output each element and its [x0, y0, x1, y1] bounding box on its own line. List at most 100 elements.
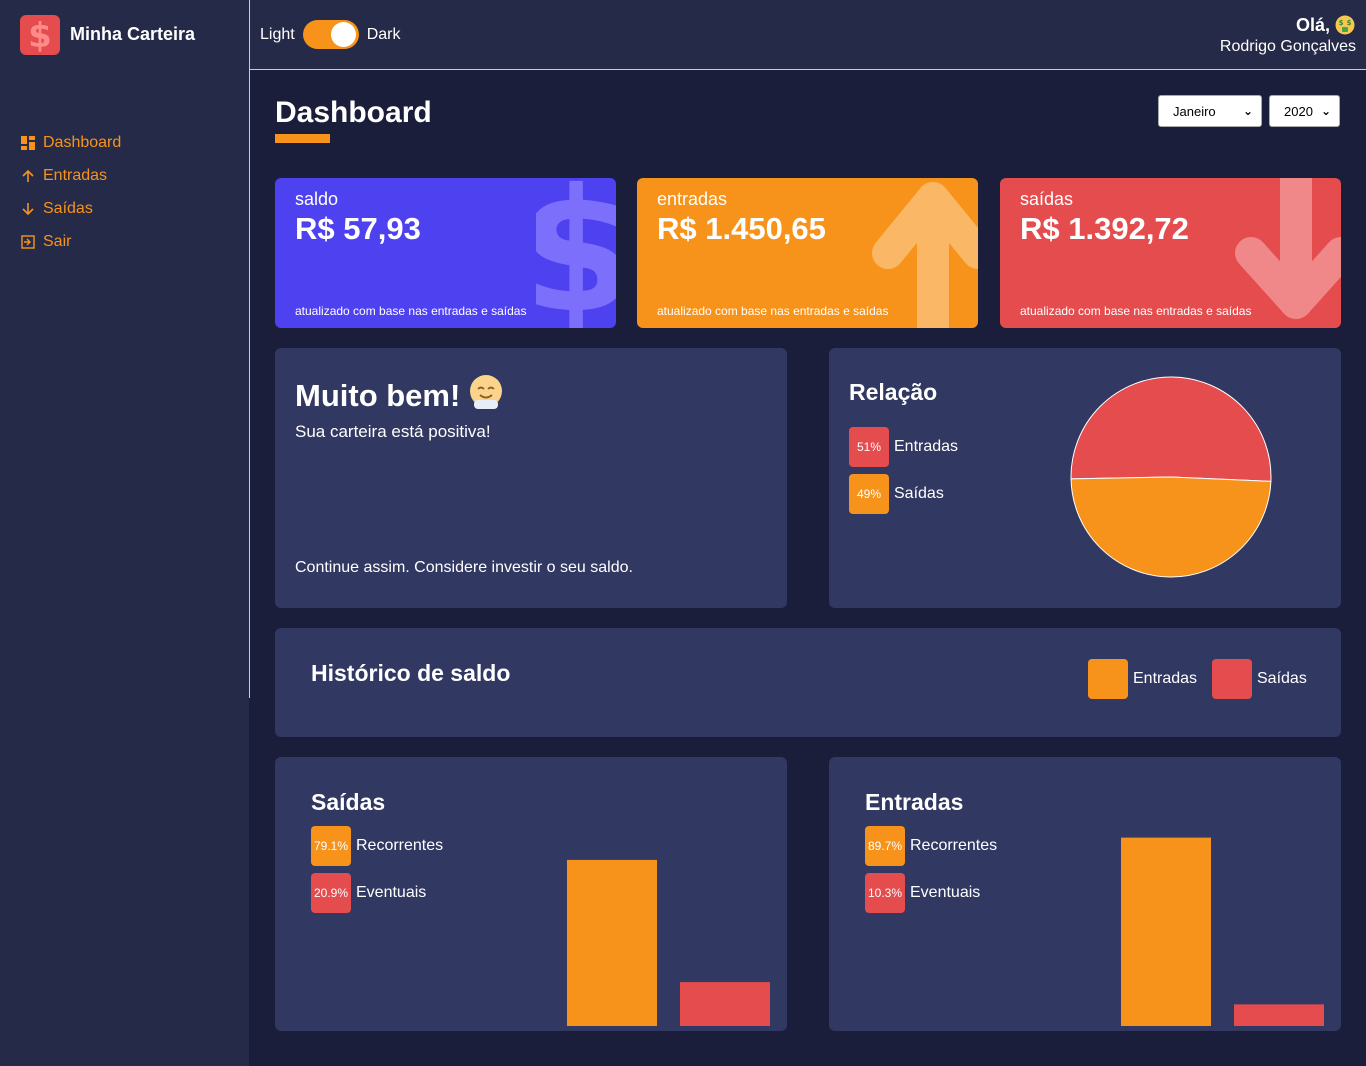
arrow-up-icon — [20, 168, 36, 184]
legend-label: Recorrentes — [356, 837, 444, 854]
relation-box: Relação 51% Entradas 49% Saídas — [829, 348, 1341, 608]
toggle-light-label: Light — [260, 25, 295, 43]
message-title: Muito bem! — [295, 378, 461, 413]
legend-percent: 20.9% — [311, 873, 351, 913]
relation-pie-chart — [1070, 376, 1272, 578]
svg-text:$: $ — [28, 18, 52, 52]
sidebar: $ Minha Carteira Dashboard Entradas Saíd… — [0, 0, 249, 1066]
legend-percent: 89.7% — [865, 826, 905, 866]
saidas-bar-title: Saídas — [311, 789, 386, 815]
month-select-value: Janeiro — [1173, 103, 1216, 119]
legend-label: Saídas — [894, 485, 944, 502]
toggle-knob — [330, 22, 356, 47]
legend-item: 49% Saídas — [849, 474, 944, 514]
page-title: Dashboard — [275, 96, 432, 129]
history-box: Histórico de saldo Entradas Saídas — [275, 628, 1341, 737]
wallet-label: saldo — [295, 189, 339, 209]
user-name: Rodrigo Gonçalves — [1219, 38, 1356, 55]
relation-title: Relação — [849, 379, 938, 405]
wallet-amount: R$ 1.450,65 — [657, 211, 826, 246]
wallet-label: saídas — [1020, 189, 1074, 209]
logout-icon — [20, 234, 36, 250]
history-title: Histórico de saldo — [311, 660, 511, 686]
bar-recorrentes — [1121, 837, 1211, 1026]
legend-label: Eventuais — [910, 884, 981, 901]
arrow-down-icon — [1235, 178, 1341, 319]
sidebar-item-label: Entradas — [43, 166, 108, 184]
message-subtitle: Sua carteira está positiva! — [295, 422, 491, 441]
sidebar-item-label: Sair — [43, 232, 72, 250]
entradas-bar-title: Entradas — [865, 789, 964, 815]
legend-item: 79.1% Recorrentes — [311, 826, 443, 866]
legend-percent: 49% — [849, 474, 889, 514]
history-legend-item: Entradas — [1088, 659, 1197, 699]
wallet-card-saidas: saídas R$ 1.392,72 atualizado com base n… — [1000, 178, 1341, 328]
header: Light Dark Olá, $ $ Rodrigo Gonçalves — [250, 0, 1366, 70]
happy-face-icon — [470, 375, 503, 409]
greeting-text: Olá, — [1295, 14, 1330, 35]
year-select[interactable]: 2020 ⌄ — [1269, 95, 1340, 127]
bar-eventuais — [1234, 1004, 1324, 1026]
message-box: Muito bem! Sua carteira está positiva! C… — [275, 348, 787, 608]
wallet-card-saldo: $ saldo R$ 57,93 atualizado com base nas… — [275, 178, 616, 328]
legend-color — [1212, 659, 1252, 699]
legend-label: Recorrentes — [910, 837, 998, 854]
sidebar-divider — [249, 0, 250, 698]
legend-percent: 10.3% — [865, 873, 905, 913]
sidebar-item-label: Saídas — [43, 199, 93, 217]
saidas-bar-chart — [567, 859, 770, 1026]
wallet-note: atualizado com base nas entradas e saída… — [1020, 304, 1252, 318]
wallet-note: atualizado com base nas entradas e saída… — [657, 304, 889, 318]
legend-percent: 51% — [849, 427, 889, 467]
arrow-up-icon — [872, 182, 978, 328]
pie-slice-saidas — [1070, 476, 1272, 578]
saidas-bar-box: Saídas 79.1% Recorrentes 20.9% Eventuais — [275, 757, 787, 1031]
legend-color — [1088, 659, 1128, 699]
pie-slice-entradas — [1070, 376, 1272, 482]
sidebar-item-entradas[interactable]: Entradas — [20, 159, 121, 192]
month-select[interactable]: Janeiro ⌄ — [1158, 95, 1262, 127]
legend-label: Eventuais — [356, 884, 427, 901]
legend-item: 51% Entradas — [849, 427, 958, 467]
toggle-dark-label: Dark — [366, 25, 401, 43]
svg-text:$: $ — [1339, 19, 1344, 27]
bar-recorrentes — [567, 859, 657, 1026]
dollar-logo-icon: $ — [28, 18, 52, 52]
wallet-amount: R$ 57,93 — [295, 211, 421, 246]
wallet-label: entradas — [657, 189, 728, 209]
legend-item: 20.9% Eventuais — [311, 873, 426, 913]
entradas-bar-chart — [1121, 837, 1324, 1026]
sidebar-item-label: Dashboard — [43, 133, 122, 151]
theme-toggle[interactable] — [302, 20, 359, 49]
history-legend-item: Saídas — [1212, 659, 1307, 699]
year-select-value: 2020 — [1284, 103, 1313, 119]
sidebar-item-dashboard[interactable]: Dashboard — [20, 126, 121, 159]
user-greeting: Olá, $ $ Rodrigo Gonçalves — [1220, 14, 1356, 56]
legend-label: Entradas — [894, 438, 959, 455]
wallet-note: atualizado com base nas entradas e saída… — [295, 304, 527, 318]
logo: $ — [20, 15, 60, 55]
wallet-card-entradas: entradas R$ 1.450,65 atualizado com base… — [637, 178, 978, 328]
sidebar-menu: Dashboard Entradas Saídas Sair — [20, 126, 121, 258]
chevron-down-icon: ⌄ — [1242, 104, 1253, 118]
theme-toggle-group: Light Dark — [260, 20, 400, 49]
legend-label: Saídas — [1257, 670, 1307, 687]
chevron-down-icon: ⌄ — [1320, 104, 1331, 118]
arrow-down-icon — [20, 201, 36, 217]
app-title: Minha Carteira — [70, 24, 196, 44]
legend-percent: 79.1% — [311, 826, 351, 866]
sidebar-item-sair[interactable]: Sair — [20, 225, 121, 258]
bar-eventuais — [680, 982, 770, 1026]
dollar-icon: $ — [536, 178, 616, 328]
legend-item: 10.3% Eventuais — [865, 873, 980, 913]
svg-text:$: $ — [536, 178, 616, 328]
sidebar-item-saidas[interactable]: Saídas — [20, 192, 121, 225]
money-face-icon: $ $ — [1335, 15, 1355, 35]
entradas-bar-box: Entradas 89.7% Recorrentes 10.3% Eventua… — [829, 757, 1341, 1031]
legend-item: 89.7% Recorrentes — [865, 826, 997, 866]
svg-text:$: $ — [1347, 19, 1352, 27]
dashboard-icon — [20, 135, 36, 151]
wallet-amount: R$ 1.392,72 — [1020, 211, 1189, 246]
message-footer: Continue assim. Considere investir o seu… — [295, 559, 633, 576]
title-underline — [275, 134, 330, 143]
